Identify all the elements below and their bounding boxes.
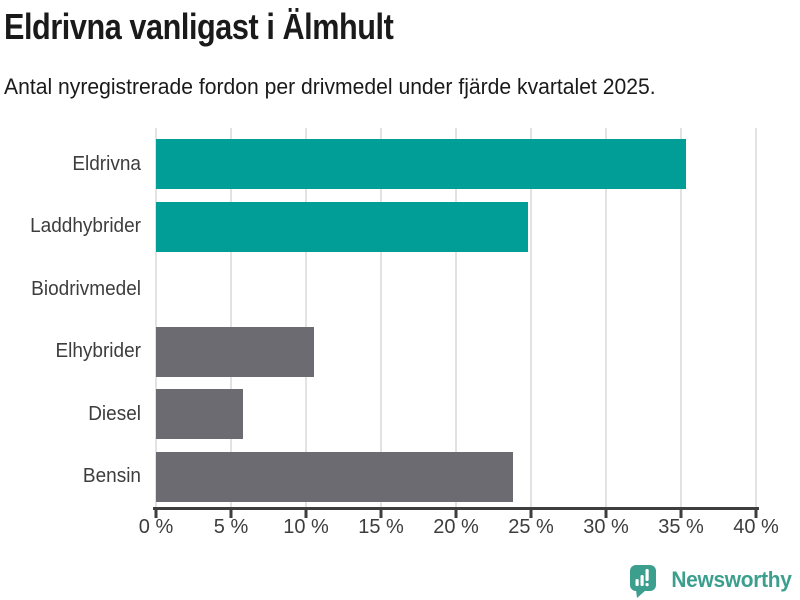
x-tick — [529, 510, 533, 518]
x-tick-label: 5 % — [213, 516, 249, 538]
newsworthy-wordmark: Newsworthy — [671, 567, 793, 592]
gridline — [455, 128, 457, 508]
x-axis-line — [153, 507, 759, 510]
gridline — [680, 128, 682, 508]
bar-row — [156, 383, 756, 446]
x-tick — [229, 510, 233, 518]
bar-chart-speech-bubble-icon — [630, 565, 657, 598]
x-tick-label: 30 % — [583, 516, 629, 538]
category-label-diesel: Diesel — [88, 402, 141, 425]
x-axis-ticks — [154, 510, 758, 518]
x-tick — [679, 510, 683, 518]
x-tick-label: 20 % — [433, 516, 479, 538]
x-tick — [154, 510, 158, 518]
bar-bensin — [156, 451, 513, 502]
category-labels: Eldrivna Laddhybrider Biodrivmedel Elhybrid… — [0, 133, 141, 508]
bar-eldrivna — [156, 139, 686, 189]
gridline — [530, 128, 532, 508]
category-label-elhybrider: Elhybrider — [55, 340, 141, 363]
chart-title: Eldrivna vanligast i Älmhult — [4, 6, 394, 47]
bar-row — [156, 321, 756, 384]
x-tick-label: 10 % — [283, 516, 329, 538]
x-tick — [454, 510, 458, 518]
x-axis-tick-labels: 0 % 5 % 10 % 15 % 20 % 25 % 30 % 35 % 40 % — [139, 516, 779, 542]
chart-subtitle: Antal nyregistrerade fordon per drivmede… — [4, 74, 656, 99]
newsworthy-logo[interactable]: Newsworthy — [629, 562, 792, 598]
category-label-bensin: Bensin — [82, 465, 141, 488]
x-tick — [604, 510, 608, 518]
gridline — [305, 128, 307, 508]
x-tick-label: 35 % — [658, 516, 704, 538]
gridline — [380, 128, 382, 508]
bar-row — [156, 258, 756, 321]
category-label-laddhybrider: Laddhybrider — [30, 215, 142, 238]
bar-row — [156, 133, 756, 196]
gridline — [755, 128, 757, 508]
gridline — [155, 128, 157, 508]
bar-elhybrider — [156, 326, 314, 377]
bar-row — [156, 446, 756, 509]
gridline — [230, 128, 232, 508]
bar-diesel — [156, 389, 243, 439]
gridline — [605, 128, 607, 508]
x-tick-label: 40 % — [733, 516, 779, 538]
x-tick — [754, 510, 758, 518]
x-tick — [379, 510, 383, 518]
gridlines — [155, 128, 757, 508]
bar-laddhybrider — [156, 201, 528, 252]
x-tick — [304, 510, 308, 518]
x-tick-label: 25 % — [508, 516, 554, 538]
category-label-eldrivna: Eldrivna — [72, 152, 141, 175]
bar-row — [156, 196, 756, 259]
bars-area — [156, 133, 756, 508]
x-tick-label: 15 % — [358, 516, 404, 538]
category-label-biodrivmedel: Biodrivmedel — [31, 277, 141, 300]
x-tick-label: 0 % — [138, 516, 174, 538]
